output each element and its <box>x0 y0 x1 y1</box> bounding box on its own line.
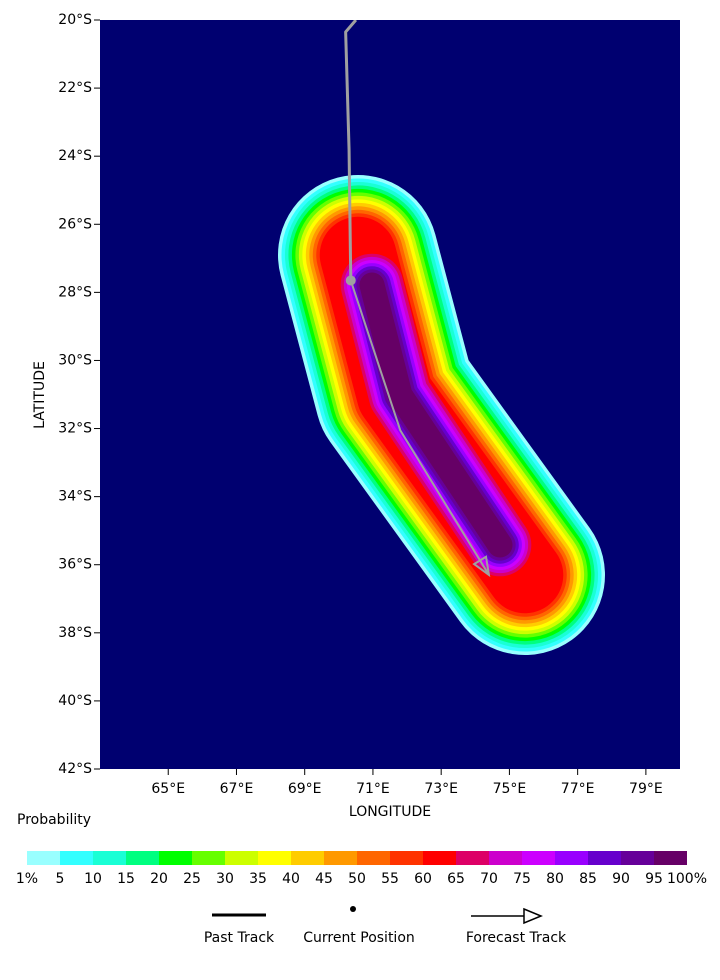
colorbar-swatch <box>93 851 126 865</box>
colorbar-swatch <box>192 851 225 865</box>
y-tick-label: 40°S <box>58 693 92 709</box>
x-tick-label: 73°E <box>424 781 458 797</box>
x-axis-label: LONGITUDE <box>349 804 431 820</box>
x-tick-label: 67°E <box>220 781 254 797</box>
colorbar-label: 20 <box>150 871 168 887</box>
current-position <box>345 275 356 286</box>
colorbar-label: 45 <box>315 871 333 887</box>
colorbar-label: 60 <box>414 871 432 887</box>
colorbar-swatch <box>60 851 93 865</box>
colorbar-label: 10 <box>84 871 102 887</box>
y-tick-label: 42°S <box>58 761 92 777</box>
y-tick-label: 34°S <box>58 489 92 505</box>
legend-label: Current Position <box>303 930 415 946</box>
colorbar-label: 15 <box>117 871 135 887</box>
y-tick-label: 36°S <box>58 557 92 573</box>
colorbar-swatch <box>489 851 522 865</box>
colorbar-swatch <box>291 851 324 865</box>
colorbar-swatch <box>423 851 456 865</box>
colorbar-label: 95 <box>645 871 663 887</box>
x-tick-label: 79°E <box>629 781 663 797</box>
y-tick-label: 20°S <box>58 12 92 28</box>
y-tick-label: 22°S <box>58 80 92 96</box>
y-tick-label: 30°S <box>58 352 92 368</box>
colorbar-label: 50 <box>348 871 366 887</box>
colorbar-label: 85 <box>579 871 597 887</box>
colorbar-swatch <box>522 851 555 865</box>
x-tick-label: 75°E <box>493 781 527 797</box>
y-tick-label: 26°S <box>58 216 92 232</box>
y-tick-label: 24°S <box>58 148 92 164</box>
colorbar-label: 90 <box>612 871 630 887</box>
x-tick-label: 69°E <box>288 781 322 797</box>
colorbar-swatch <box>390 851 423 865</box>
colorbar-label: 70 <box>480 871 498 887</box>
colorbar-swatch <box>324 851 357 865</box>
tracks <box>344 20 491 578</box>
colorbar-swatch <box>258 851 291 865</box>
colorbar-swatch <box>654 851 687 865</box>
forecast-arrowhead <box>472 555 491 578</box>
x-tick-label: 71°E <box>356 781 390 797</box>
colorbar-label: 35 <box>249 871 267 887</box>
legend-label: Past Track <box>204 930 275 946</box>
legend-current-position-icon <box>350 906 356 912</box>
colorbar-swatch <box>27 851 60 865</box>
colorbar-swatch <box>126 851 159 865</box>
colorbar-label: 80 <box>546 871 564 887</box>
colorbar-swatch <box>357 851 390 865</box>
colorbar-swatch <box>225 851 258 865</box>
swath-band <box>359 272 513 558</box>
forecast-track <box>349 280 490 576</box>
colorbar-label: 30 <box>216 871 234 887</box>
colorbar-swatch <box>456 851 489 865</box>
legend-label: Forecast Track <box>466 930 567 946</box>
x-tick-label: 77°E <box>561 781 595 797</box>
colorbar-swatch <box>621 851 654 865</box>
probability-swath <box>278 175 605 655</box>
x-tick-label: 65°E <box>151 781 185 797</box>
y-tick-label: 32°S <box>58 421 92 437</box>
colorbar-swatch <box>159 851 192 865</box>
legend-forecast-arrow <box>523 907 543 925</box>
colorbar-swatch <box>555 851 588 865</box>
colorbar-title: Probability <box>17 812 91 828</box>
colorbar-label: 75 <box>513 871 531 887</box>
colorbar-label: 40 <box>282 871 300 887</box>
colorbar-label: 55 <box>381 871 399 887</box>
colorbar-label: 25 <box>183 871 201 887</box>
colorbar-label: 5 <box>56 871 65 887</box>
y-tick-label: 38°S <box>58 625 92 641</box>
colorbar-label: 65 <box>447 871 465 887</box>
y-axis-label: LATITUDE <box>32 361 48 429</box>
past-track <box>344 20 358 281</box>
colorbar-label: 100% <box>667 871 707 887</box>
y-tick-label: 28°S <box>58 284 92 300</box>
colorbar-label: 1% <box>16 871 38 887</box>
colorbar-swatch <box>588 851 621 865</box>
